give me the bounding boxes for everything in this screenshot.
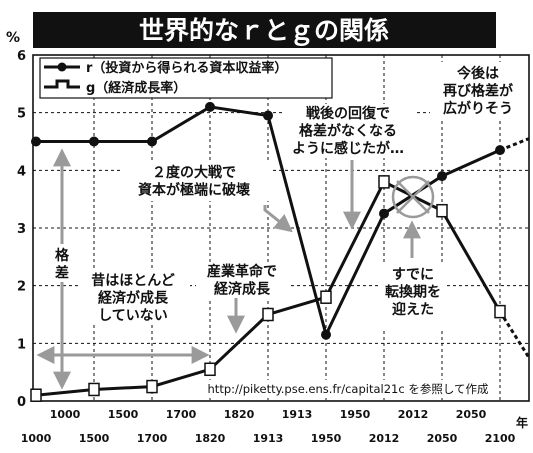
- series-g-point: [88, 382, 100, 397]
- legend-g-label: g（経済成長率）: [86, 80, 186, 96]
- y-tick-label: 5: [17, 107, 26, 122]
- postwar-note-bg: [284, 104, 414, 158]
- future-note: 今後は再び格差が広がりそう: [443, 65, 514, 117]
- title-banner: [33, 12, 496, 48]
- x-tick-label-bottom: 2050: [427, 432, 458, 445]
- past-note-bg: [80, 271, 190, 323]
- annotations: 格差 昔はほとんど経済が成長していない ２度の大戦で資本が極端に破壊 産業革命で…: [48, 62, 528, 398]
- source-note: http://piketty.pse.ens.fr/capital21c を参照…: [208, 382, 489, 396]
- x-tick-label-top: 1500: [108, 408, 139, 421]
- legend: r（投資から得られる資本収益率） g（経済成長率）: [39, 57, 333, 99]
- x-tick-label-bottom: 2100: [485, 432, 516, 445]
- series-g-point: [262, 307, 274, 322]
- source-note-bg: [194, 380, 498, 398]
- series-r-point: [31, 136, 41, 147]
- series-r-point: [437, 171, 447, 182]
- y-tick-label: 4: [17, 164, 26, 179]
- x-tick-label-bottom: 1950: [311, 432, 342, 445]
- x-tick-label-bottom: 1500: [79, 432, 110, 445]
- x-tick-label-bottom: 1913: [253, 432, 284, 445]
- war-note: ２度の大戦で資本が極端に破壊: [138, 164, 251, 199]
- x-tick-label-top: 1913: [282, 408, 313, 421]
- x-tick-label-bottom: 1700: [137, 432, 168, 445]
- y-tick-labels: 0 1 2 3 4 5 6: [17, 49, 26, 410]
- industrial-note-bg: [196, 262, 288, 298]
- transition-note: すでに転換期を迎えた: [385, 267, 441, 318]
- transition-note-bg: [381, 264, 445, 328]
- series-r-point: [263, 110, 273, 121]
- industrial-note: 産業革命で経済成長: [207, 263, 277, 298]
- gap-label-bg: [48, 244, 76, 282]
- series-layer: [30, 101, 531, 402]
- chart-title: 世界的なｒとｇの関係: [139, 16, 389, 46]
- gap-label: 格差: [55, 247, 70, 282]
- x-axis-unit: 年: [516, 415, 528, 430]
- y-tick-label: 2: [17, 280, 26, 295]
- plot-frame: [32, 54, 530, 402]
- series-g-point: [320, 290, 332, 304]
- series-g-point: [436, 203, 448, 218]
- legend-r-label: r（投資から得られる資本収益率）: [86, 60, 287, 76]
- crossover-marker: [391, 175, 435, 219]
- series-g-point: [146, 379, 158, 394]
- postwar-note: 戦後の回復で格差がなくなるように感じたが…: [292, 105, 404, 157]
- war-note-bg: [120, 163, 270, 201]
- y-axis-unit: %: [6, 30, 20, 46]
- x-tick-label-bottom: 2012: [369, 432, 400, 445]
- series-g-projection: [498, 310, 531, 359]
- x-tick-label-bottom: 1820: [195, 432, 226, 445]
- y-tick-label: 1: [17, 337, 26, 352]
- series-g-point: [30, 388, 42, 402]
- series-r-point: [321, 329, 331, 340]
- x-tick-label-top: 1820: [224, 408, 255, 421]
- series-g-point: [378, 175, 390, 189]
- legend-g-line: [44, 79, 80, 89]
- x-tick-label-top: 1700: [166, 408, 197, 421]
- series-r-projection: [499, 137, 530, 152]
- y-tick-label: 3: [17, 222, 26, 237]
- x-tick-label-top: 2050: [456, 408, 487, 421]
- series-r-point: [205, 101, 215, 112]
- series-g-point: [204, 362, 216, 377]
- series-r-point: [495, 145, 505, 156]
- x-tick-label-top: 1000: [50, 408, 81, 421]
- series-r-point: [89, 136, 99, 147]
- series-r-point: [379, 208, 389, 219]
- y-tick-label: 6: [17, 49, 26, 64]
- past-note: 昔はほとんど経済が成長していない: [91, 273, 175, 324]
- y-tick-label: 0: [17, 395, 26, 410]
- series-g-point: [494, 304, 506, 319]
- series-r-point: [147, 136, 157, 147]
- legend-r-marker: [57, 62, 67, 72]
- future-note-bg: [430, 62, 528, 120]
- x-tick-labels: 1000 1500 1700 1820 1913 1950 2012 2050 1000 1500…: [21, 408, 516, 445]
- x-tick-label-bottom: 1000: [21, 432, 52, 445]
- x-tick-label-top: 2012: [398, 408, 429, 421]
- x-tick-label-top: 1950: [340, 408, 371, 421]
